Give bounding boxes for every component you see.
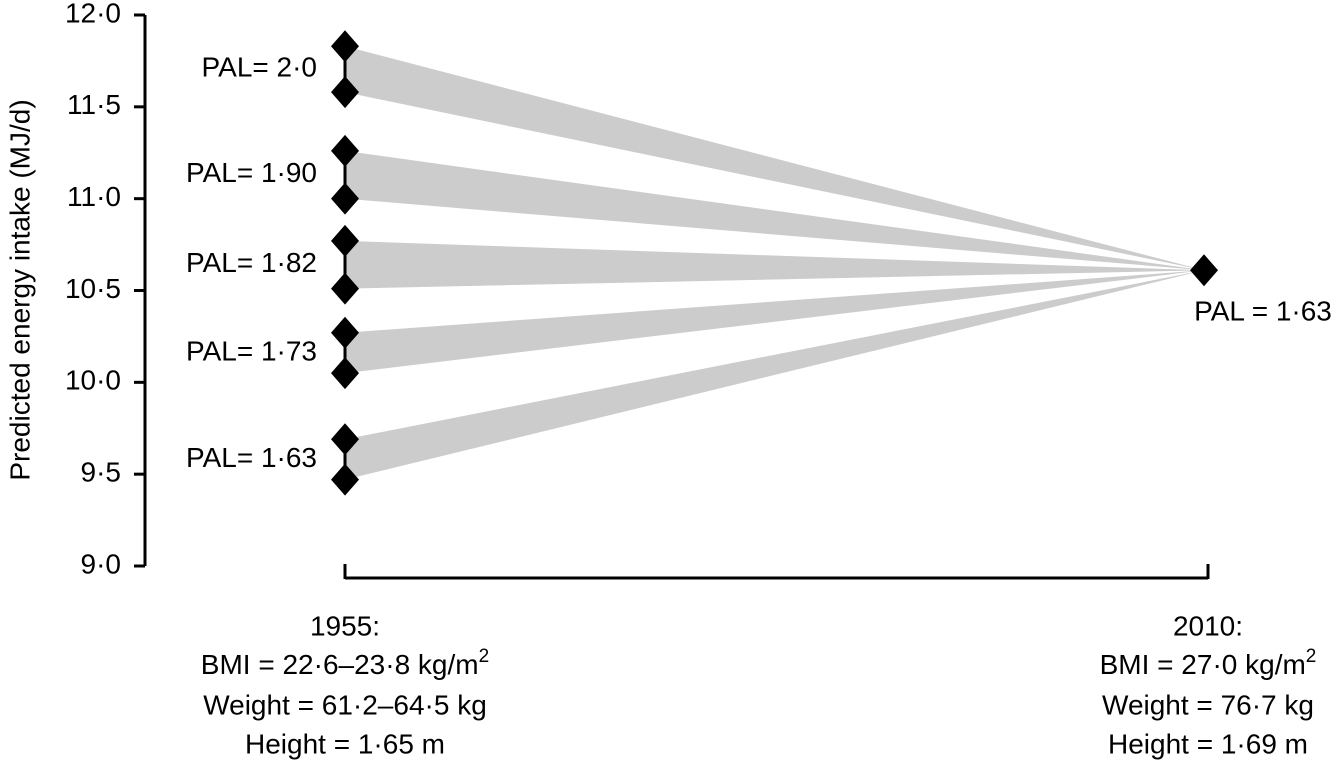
period-height: Height = 1·65 m: [245, 728, 445, 759]
y-tick-label: 11·5: [67, 89, 121, 120]
band: [345, 240, 1204, 289]
y-tick-label: 11·0: [67, 181, 121, 212]
y-tick-label: 9·0: [81, 548, 121, 579]
period-bmi-sup: 2: [479, 646, 490, 667]
band: [345, 270, 1204, 374]
period-height: Height = 1·69 m: [1108, 728, 1308, 759]
y-tick-label: 10·5: [65, 273, 121, 304]
marker: [331, 76, 359, 109]
y-tick-label: 10·0: [65, 365, 121, 396]
marker: [331, 463, 359, 496]
period-weight: Weight = 76·7 kg: [1102, 689, 1314, 720]
band: [345, 46, 1204, 271]
series-label: PAL= 1·82: [186, 247, 317, 278]
band: [345, 150, 1204, 271]
series-label: PAL= 1·63: [186, 442, 317, 473]
marker: [331, 30, 359, 63]
y-tick-label: 9·5: [81, 457, 121, 488]
marker: [331, 423, 359, 456]
end-label: PAL = 1·63: [1194, 296, 1332, 327]
period-label: 2010:: [1173, 610, 1243, 641]
series-label: PAL= 1·73: [186, 335, 317, 366]
marker: [331, 316, 359, 349]
series-label: PAL= 1·90: [186, 157, 317, 188]
marker: [331, 182, 359, 215]
marker: [331, 224, 359, 257]
marker: [331, 357, 359, 390]
period-label: 1955:: [310, 610, 380, 641]
marker: [331, 134, 359, 167]
period-weight: Weight = 61·2–64·5 kg: [203, 689, 487, 720]
period-bmi-sup: 2: [1306, 646, 1317, 667]
period-bmi-text: BMI = 22·6–23·8 kg/m: [201, 649, 479, 680]
y-tick-label: 12·0: [65, 0, 121, 28]
band: [345, 270, 1204, 480]
period-bmi: BMI = 27·0 kg/m2: [1100, 646, 1317, 680]
period-bmi: BMI = 22·6–23·8 kg/m2: [201, 646, 489, 680]
end-marker: [1190, 254, 1218, 287]
y-axis-label: Predicted energy intake (MJ/d): [4, 99, 35, 480]
series-label: PAL= 2·0: [202, 52, 317, 83]
marker: [331, 272, 359, 305]
period-bmi-text: BMI = 27·0 kg/m: [1100, 649, 1306, 680]
